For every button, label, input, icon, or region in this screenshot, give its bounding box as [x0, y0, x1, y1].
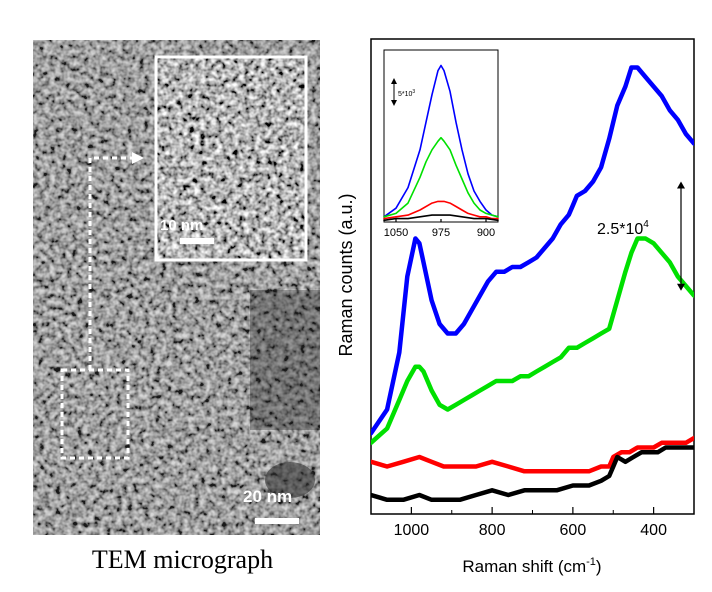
- x-axis-label: Raman shift (cm-1): [462, 556, 601, 576]
- raman-chart: 1000 800 600 400 Raman counts (a.u.) Raman …: [336, 38, 695, 576]
- raman-series-2: [371, 435, 694, 474]
- tem-selected-region: [60, 368, 130, 460]
- raman-x-tick-label-0: 1000: [394, 522, 430, 539]
- inset-x-tick-label-2: 900: [477, 227, 495, 239]
- inset-series-3: [383, 214, 499, 222]
- inset-scale-bar: [180, 238, 214, 244]
- inset-scale-arrow-top: [391, 78, 397, 84]
- tem-micrograph: 10 nm 20 nm: [33, 40, 320, 535]
- tem-caption: TEM micrograph: [91, 545, 274, 574]
- tem-pointer-line: [88, 156, 132, 370]
- inset-scale-label: 5*103: [398, 89, 415, 98]
- inset-series-1: [383, 136, 499, 218]
- raman-series-3: [371, 445, 694, 503]
- main-scale-label: 20 nm: [243, 487, 292, 506]
- raman-x-tick-label-1: 800: [479, 522, 506, 539]
- inset-scale-label: 10 nm: [160, 217, 203, 234]
- y-axis-label: Raman counts (a.u.): [336, 193, 356, 356]
- inset-series-2: [383, 200, 499, 220]
- raman-x-tick-label-2: 600: [560, 522, 587, 539]
- inset-frame: [383, 49, 499, 223]
- inset-scale-arrow-bottom: [391, 100, 397, 106]
- tem-particle-cluster: [265, 462, 315, 498]
- raman-series-0: [371, 65, 694, 436]
- tem-inset: [156, 57, 306, 260]
- inset-chart: 1050 975 900 5*103: [383, 49, 499, 239]
- raman-x-tick-label-3: 400: [640, 522, 667, 539]
- inset-x-tick-label-1: 975: [432, 227, 450, 239]
- scale-annotation-label: 2.5*104: [597, 219, 649, 238]
- inset-x-tick-label-0: 1050: [384, 227, 408, 239]
- scale-arrow-top-head: [677, 181, 685, 189]
- tem-dark-region: [250, 290, 320, 430]
- scale-arrow: [677, 181, 685, 291]
- tem-pointer-arrowhead: [132, 152, 144, 164]
- inset-series-0: [383, 64, 499, 218]
- tem-inset-frame: [154, 55, 308, 262]
- raman-series-1: [371, 236, 694, 446]
- main-scale-bar: [255, 518, 299, 524]
- scale-arrow-bottom-head: [677, 283, 685, 291]
